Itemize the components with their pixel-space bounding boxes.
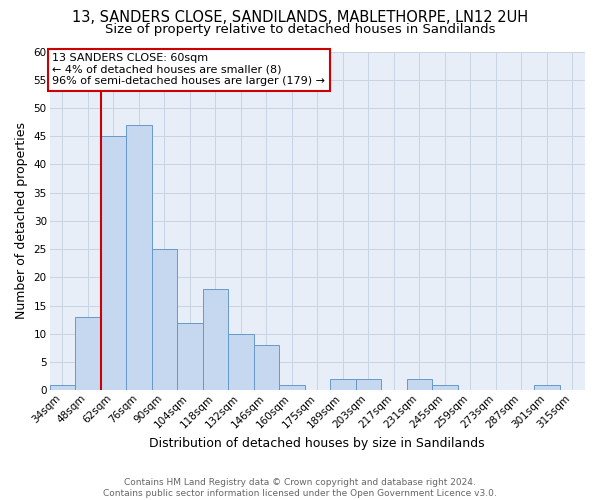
Text: 13, SANDERS CLOSE, SANDILANDS, MABLETHORPE, LN12 2UH: 13, SANDERS CLOSE, SANDILANDS, MABLETHOR… bbox=[72, 10, 528, 25]
Bar bbox=[356, 379, 381, 390]
Bar bbox=[534, 385, 560, 390]
Bar bbox=[126, 125, 152, 390]
Bar bbox=[152, 249, 177, 390]
Y-axis label: Number of detached properties: Number of detached properties bbox=[15, 122, 28, 320]
Bar bbox=[101, 136, 126, 390]
Bar bbox=[50, 385, 75, 390]
Bar bbox=[177, 322, 203, 390]
Text: Contains HM Land Registry data © Crown copyright and database right 2024.
Contai: Contains HM Land Registry data © Crown c… bbox=[103, 478, 497, 498]
Text: Size of property relative to detached houses in Sandilands: Size of property relative to detached ho… bbox=[105, 22, 495, 36]
Bar bbox=[228, 334, 254, 390]
Bar bbox=[432, 385, 458, 390]
Bar bbox=[203, 288, 228, 390]
Bar bbox=[254, 345, 279, 391]
Text: 13 SANDERS CLOSE: 60sqm
← 4% of detached houses are smaller (8)
96% of semi-deta: 13 SANDERS CLOSE: 60sqm ← 4% of detached… bbox=[52, 53, 325, 86]
X-axis label: Distribution of detached houses by size in Sandilands: Distribution of detached houses by size … bbox=[149, 437, 485, 450]
Bar bbox=[407, 379, 432, 390]
Bar bbox=[279, 385, 305, 390]
Bar bbox=[330, 379, 356, 390]
Bar bbox=[75, 317, 101, 390]
